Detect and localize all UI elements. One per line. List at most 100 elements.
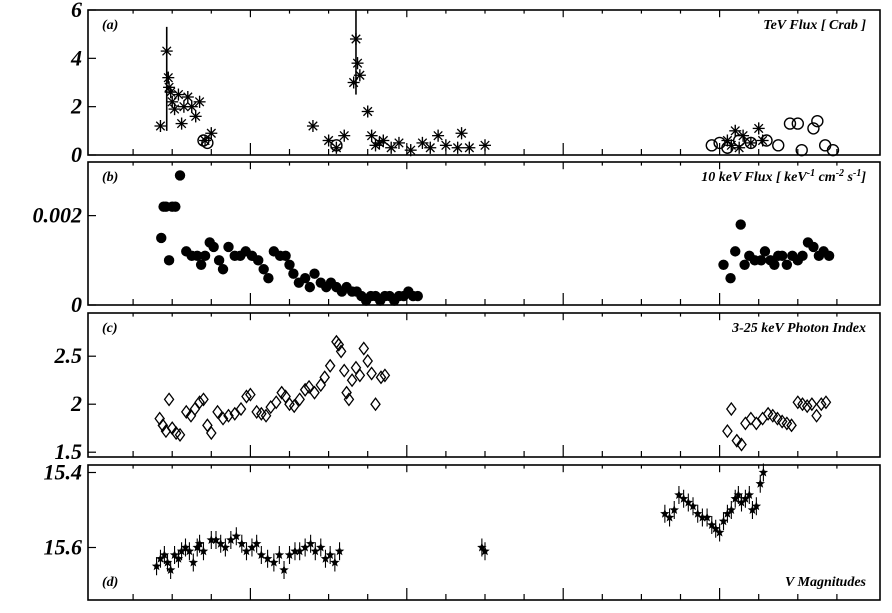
y-tick-label: 0 [71, 142, 82, 167]
data-point [258, 264, 269, 275]
data-point [263, 272, 274, 284]
data-point [181, 91, 194, 103]
y-tick-label: 2.5 [54, 343, 83, 368]
data-point [274, 550, 285, 560]
data-point [163, 392, 175, 407]
data-point [304, 281, 316, 293]
data-point [189, 110, 202, 123]
data-point [270, 395, 282, 410]
data-point [692, 508, 703, 518]
data-point [165, 565, 176, 575]
data-point [338, 363, 350, 378]
data-point [288, 268, 299, 279]
data-point [353, 69, 366, 82]
data-point [664, 512, 675, 522]
data-point [688, 501, 698, 511]
y-tick-label: 0.002 [33, 203, 83, 228]
data-point [201, 136, 214, 150]
data-point [175, 117, 188, 130]
data-point [163, 255, 175, 266]
data-point [169, 550, 180, 560]
data-point [354, 368, 366, 383]
data-point [807, 122, 820, 135]
data-point [294, 546, 305, 556]
data-point [333, 337, 345, 352]
data-point [211, 535, 221, 545]
data-point [732, 134, 746, 147]
data-point [162, 71, 175, 84]
data-point [759, 246, 771, 257]
data-point [772, 411, 783, 426]
data-point [757, 411, 768, 426]
data-point [404, 144, 417, 157]
panel-c: 1.5 2 2.5 (c) 3-25 keV Photon Index [54, 312, 881, 464]
data-point [206, 535, 217, 545]
data-point [251, 538, 262, 548]
data-point [379, 368, 391, 383]
data-point [455, 127, 468, 140]
data-point [362, 353, 374, 369]
data-point [451, 141, 464, 154]
data-point [370, 397, 381, 412]
data-point [174, 170, 186, 181]
data-point [256, 406, 267, 421]
data-point [416, 136, 429, 149]
data-point [755, 255, 767, 266]
data-point [760, 134, 773, 147]
data-point [208, 241, 219, 253]
data-point [226, 535, 236, 545]
data-point [806, 397, 818, 412]
data-point [439, 139, 452, 152]
data-point [479, 139, 491, 152]
panel-frame [87, 312, 881, 458]
data-point [162, 557, 173, 567]
data-point [730, 493, 740, 503]
data-point [350, 360, 362, 375]
data-point [726, 505, 737, 515]
data-point [241, 389, 252, 404]
data-point [284, 397, 295, 412]
data-point [217, 411, 229, 426]
data-point [811, 408, 822, 423]
data-point [786, 418, 797, 433]
data-point [740, 493, 751, 503]
data-point [231, 531, 242, 541]
data-point [722, 423, 733, 439]
data-point [188, 557, 199, 567]
data-point [223, 241, 234, 253]
data-point [826, 143, 840, 157]
data-point [284, 259, 295, 270]
data-point [338, 129, 351, 142]
data-point [733, 490, 744, 500]
data-point [736, 437, 747, 452]
data-point [202, 418, 213, 433]
data-point [669, 505, 679, 515]
data-point [177, 100, 190, 113]
data-point [330, 139, 343, 152]
data-point [262, 553, 273, 563]
data-point [319, 370, 331, 385]
data-point [705, 139, 718, 152]
data-point [735, 219, 746, 230]
data-point [361, 105, 374, 118]
data-point [330, 557, 340, 567]
data-point [157, 418, 169, 433]
data-point [299, 272, 311, 284]
data-point [740, 416, 751, 431]
data-point [168, 103, 181, 116]
data-point [744, 136, 757, 149]
panel-title: TeV Flux [ Crab ] [763, 18, 866, 33]
data-point [215, 538, 226, 548]
data-point [432, 129, 445, 142]
data-point [818, 139, 832, 152]
data-point [220, 542, 231, 552]
data-point [247, 542, 257, 552]
data-point [251, 404, 262, 419]
panel-title: 10 keV Flux [ keV-1 cm-2 s-1] [701, 168, 866, 186]
data-point [334, 546, 345, 556]
data-point [235, 401, 247, 417]
data-point [229, 406, 241, 421]
data-point [424, 141, 437, 154]
data-point [736, 497, 747, 507]
